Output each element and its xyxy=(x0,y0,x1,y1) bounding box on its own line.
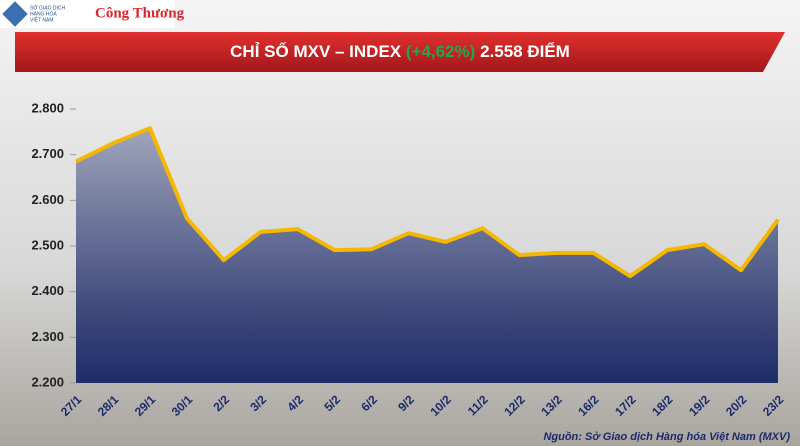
logo-text: SỞ GIAO DỊCH xyxy=(30,4,66,11)
area xyxy=(76,128,778,383)
title-change: (+4,62%) xyxy=(406,42,475,61)
publisher-logo: Công Thương xyxy=(95,5,185,21)
line xyxy=(75,126,780,279)
chart-title: CHỈ SỐ MXV – INDEX (+4,62%) 2.558 ĐIỂM xyxy=(230,41,570,61)
logo-box xyxy=(0,0,175,28)
y-tick-label: 2.200 xyxy=(31,374,64,389)
y-tick-label: 2.700 xyxy=(31,146,64,161)
title-value: 2.558 ĐIỂM xyxy=(480,42,570,61)
y-tick-label: 2.300 xyxy=(31,329,64,344)
y-tick-label: 2.800 xyxy=(31,100,64,115)
title-text: CHỈ SỐ MXV – INDEX xyxy=(230,41,402,61)
title-banner xyxy=(15,32,785,72)
logo-text: VIỆT NAM xyxy=(30,15,54,23)
y-tick-label: 2.500 xyxy=(31,237,64,252)
y-tick-label: 2.400 xyxy=(31,283,64,298)
logo-text: HÀNG HÓA xyxy=(30,10,57,17)
source: Nguồn: Sở Giao dịch Hàng hóa Việt Nam (M… xyxy=(543,431,790,443)
y-tick-label: 2.600 xyxy=(31,192,64,207)
